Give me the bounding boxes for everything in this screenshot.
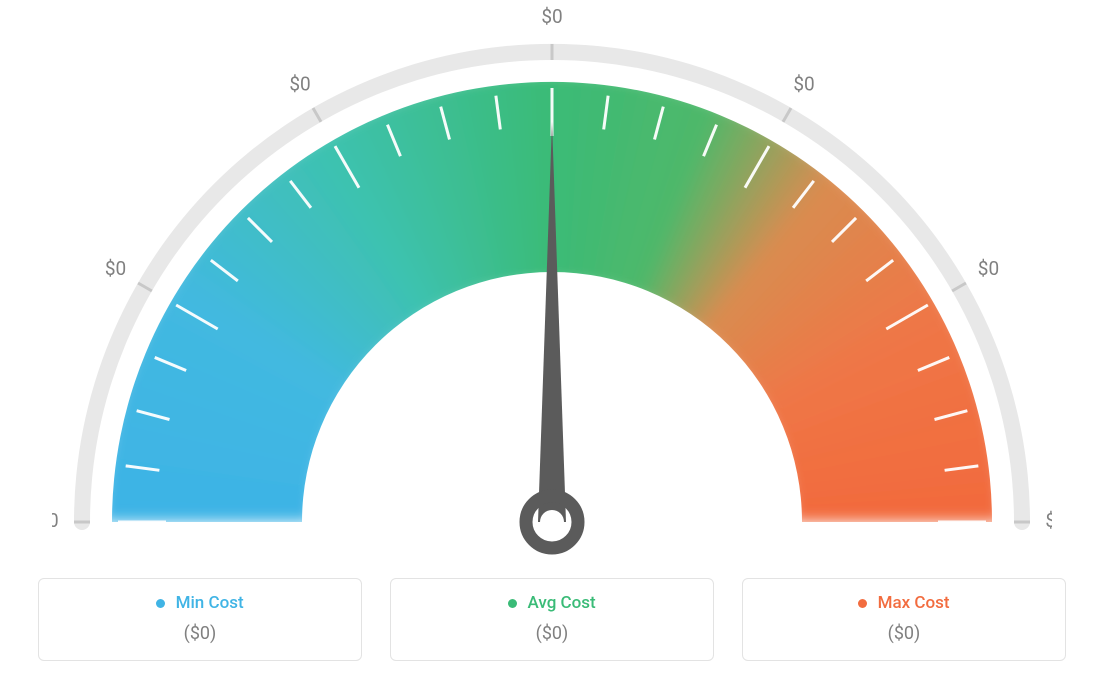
svg-text:$0: $0 <box>793 73 814 96</box>
legend-label: Max Cost <box>755 593 1053 613</box>
svg-text:$0: $0 <box>1045 509 1052 532</box>
legend-value: ($0) <box>755 623 1053 644</box>
svg-text:$0: $0 <box>289 73 310 96</box>
legend-card-avg: Avg Cost ($0) <box>390 578 714 661</box>
legend-label: Min Cost <box>51 593 349 613</box>
dot-icon <box>858 599 867 608</box>
svg-text:$0: $0 <box>541 5 562 28</box>
legend-label-text: Avg Cost <box>528 593 596 613</box>
legend-row: Min Cost ($0) Avg Cost ($0) Max Cost ($0… <box>38 578 1066 661</box>
svg-text:$0: $0 <box>52 509 59 532</box>
legend-label: Avg Cost <box>403 593 701 613</box>
legend-label-text: Min Cost <box>176 593 244 613</box>
gauge-chart: $0 $0 $0 $0 $0 $0 $0 <box>52 0 1052 560</box>
legend-card-min: Min Cost ($0) <box>38 578 362 661</box>
dot-icon <box>508 599 517 608</box>
legend-label-text: Max Cost <box>878 593 950 613</box>
legend-value: ($0) <box>403 623 701 644</box>
legend-card-max: Max Cost ($0) <box>742 578 1066 661</box>
dot-icon <box>156 599 165 608</box>
svg-text:$0: $0 <box>978 257 999 280</box>
legend-value: ($0) <box>51 623 349 644</box>
svg-text:$0: $0 <box>105 257 126 280</box>
